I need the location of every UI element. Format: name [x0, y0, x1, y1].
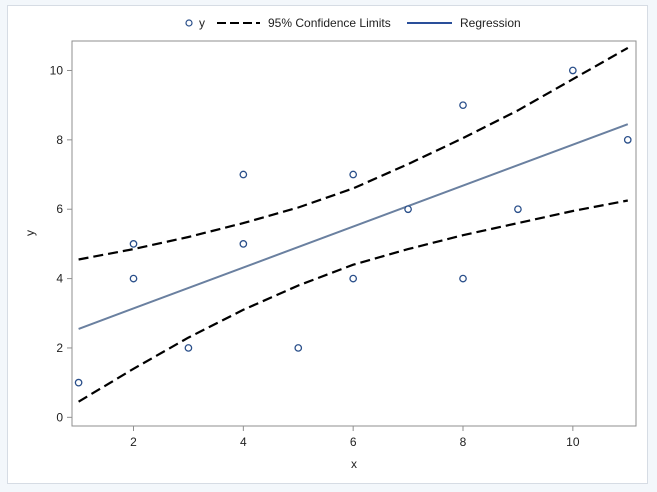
x-tick-label: 8 [460, 435, 467, 449]
data-point [129, 274, 138, 283]
legend-label-confidence: 95% Confidence Limits [268, 16, 391, 30]
data-point [349, 274, 358, 283]
y-tick-label: 4 [56, 272, 63, 286]
x-tick-label: 2 [130, 435, 137, 449]
data-point [294, 344, 303, 352]
y-axis-label: y [23, 230, 37, 236]
data-point [74, 378, 83, 387]
x-axis-label: x [351, 457, 357, 471]
plot-area [71, 40, 637, 427]
y-tick-label: 8 [56, 133, 63, 147]
data-point [239, 170, 248, 179]
data-point [404, 205, 412, 214]
data-point [514, 205, 522, 214]
data-point [623, 136, 632, 144]
data-point [239, 240, 248, 248]
lower-confidence-limit [78, 199, 629, 403]
data-point [568, 66, 577, 75]
regression-line [78, 123, 629, 330]
legend-label-y: y [199, 16, 205, 30]
y-tick-label: 2 [56, 341, 63, 355]
data-point [129, 240, 138, 248]
x-tick-label: 4 [240, 435, 247, 449]
data-point [459, 101, 467, 110]
upper-confidence-limit [78, 46, 629, 261]
x-tick-label: 6 [350, 435, 357, 449]
legend: y 95% Confidence Limits Regression [185, 16, 521, 30]
legend-marker-y [185, 19, 193, 27]
y-tick-label: 6 [56, 202, 63, 216]
legend-label-regression: Regression [460, 16, 521, 30]
data-point [459, 274, 467, 283]
y-tick-label: 0 [56, 410, 63, 424]
data-point [349, 170, 358, 179]
y-tick-label: 10 [50, 63, 64, 77]
x-tick-label: 10 [566, 435, 580, 449]
data-point [184, 344, 193, 352]
